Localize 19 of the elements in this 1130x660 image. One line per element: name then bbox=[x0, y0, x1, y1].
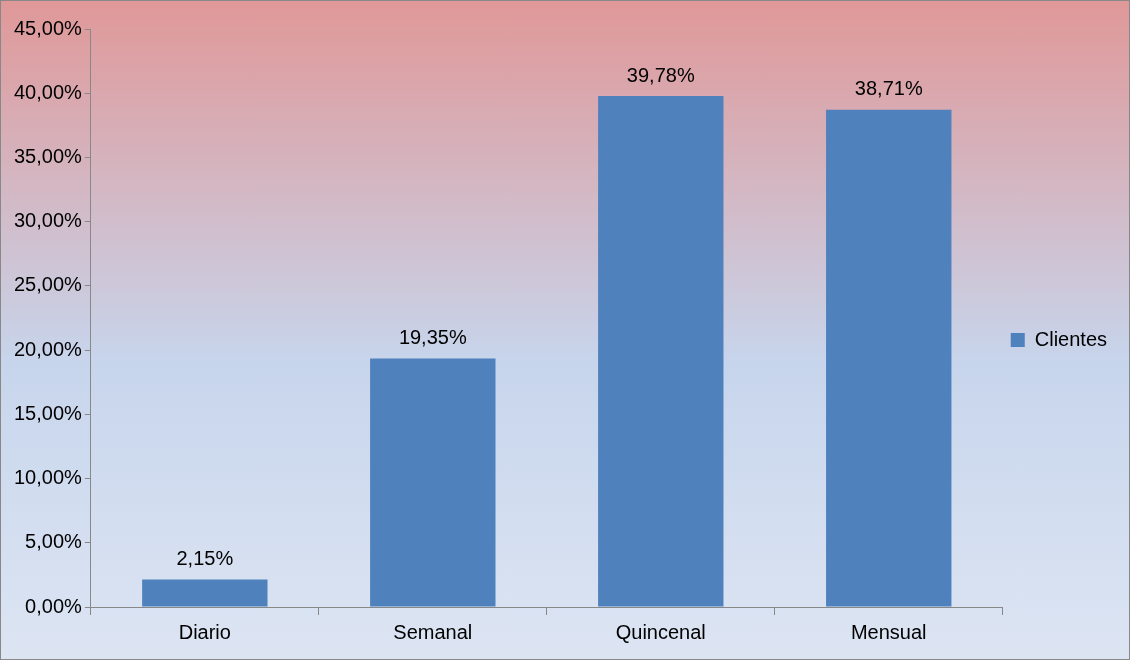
y-tick-label: 25,00% bbox=[13, 273, 83, 296]
x-tick-label: Diario bbox=[178, 620, 231, 643]
y-tick-label: 20,00% bbox=[13, 337, 83, 360]
data-label: 2,15% bbox=[176, 546, 234, 569]
data-label: 38,71% bbox=[854, 77, 923, 100]
x-tick-label: Semanal bbox=[393, 620, 473, 643]
y-tick-label: 5,00% bbox=[25, 530, 83, 553]
y-tick-label: 45,00% bbox=[13, 16, 83, 39]
x-tick-label: Quincenal bbox=[615, 620, 706, 643]
y-tick-label: 0,00% bbox=[25, 594, 83, 617]
y-tick-label: 35,00% bbox=[13, 144, 83, 167]
data-label: 19,35% bbox=[398, 325, 467, 348]
y-tick-label: 30,00% bbox=[13, 209, 83, 232]
y-tick-label: 10,00% bbox=[13, 466, 83, 489]
legend-label: Clientes bbox=[1034, 327, 1108, 350]
y-tick-label: 40,00% bbox=[13, 80, 83, 103]
x-tick-label: Mensual bbox=[850, 620, 927, 643]
y-tick-label: 15,00% bbox=[13, 401, 83, 424]
data-label: 39,78% bbox=[626, 63, 695, 86]
